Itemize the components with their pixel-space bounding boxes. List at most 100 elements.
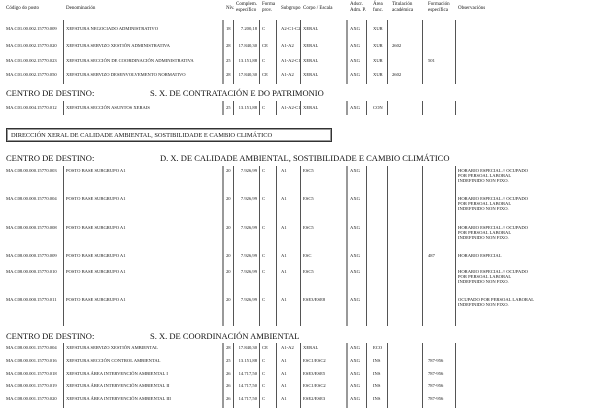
- cell-nivel: 28: [226, 72, 231, 77]
- cell-adscripcion: AXG: [350, 269, 360, 274]
- direccion-heading: DIRECCIÓN XERAL DE CALIDADE AMBIENTAL, S…: [6, 128, 332, 142]
- cell-formacion: 487: [428, 253, 435, 258]
- cell-area: XUR: [373, 72, 383, 77]
- column-header-adscripcion: Adscr. Adm. P.: [350, 2, 366, 13]
- cell-complemento: 7.926,99: [240, 168, 257, 173]
- cell-code: MA.C01.00.004.15770.012: [6, 105, 57, 110]
- cell-adscripcion: AXG: [350, 358, 360, 363]
- column-header-complemento: Complem. específico: [236, 2, 257, 13]
- cell-complemento: 7.926,99: [240, 269, 257, 274]
- cell-corpo: XERAL: [303, 43, 319, 48]
- cell-denominacion: XEFATURA ÁREA INTERVENCIÓN AMBIENTAL III: [66, 396, 171, 401]
- cell-code: MA.C01.00.002.15770.009: [6, 26, 57, 31]
- cell-observacions: HORARIO ESPECIAL: [458, 253, 502, 258]
- cell-code: MA.C08.00.001.15770.020: [6, 396, 57, 401]
- column-header-code: Código do posto: [6, 6, 40, 11]
- cell-nivel: 26: [226, 371, 231, 376]
- cell-forma: CE: [262, 72, 268, 77]
- cell-subgrupo: A1: [281, 358, 287, 363]
- cell-forma: C: [262, 269, 266, 274]
- cell-corpo: ESC5: [303, 196, 314, 201]
- cell-denominacion: XEFATURA SECCIÓN CONTROL AMBIENTAL: [66, 358, 161, 363]
- column-divider: [300, 343, 301, 408]
- cell-area: CON: [373, 105, 383, 110]
- cell-adscripcion: AXG: [350, 225, 360, 230]
- cell-observacions: OCUPADO POR PERSOAL LABORAL INDEFINIDO N…: [458, 297, 534, 308]
- cell-subgrupo: A1: [281, 253, 287, 258]
- cell-forma: C: [262, 253, 266, 258]
- column-header-titulacion: Titulación académica: [392, 2, 414, 13]
- cell-complemento: 7.926,99: [240, 297, 257, 302]
- cell-adscripcion: AXG: [350, 396, 360, 401]
- cell-forma: C: [262, 396, 266, 401]
- column-divider: [422, 166, 423, 326]
- column-divider: [276, 20, 277, 84]
- cell-complemento: 7.200,18: [240, 26, 257, 31]
- column-divider: [233, 343, 234, 408]
- cell-nivel: 25: [226, 58, 231, 63]
- cell-forma: C: [262, 105, 266, 110]
- centro-name: S. X. DE CONTRATACIÓN E DO PATRIMONIO: [150, 88, 324, 98]
- cell-adscripcion: AXG: [350, 297, 360, 302]
- cell-formacion: 501: [428, 58, 435, 63]
- cell-code: MA.C08.00.000.15770.010: [6, 269, 57, 274]
- column-header-forma: Forma prov.: [262, 2, 276, 13]
- cell-nivel: 20: [226, 168, 231, 173]
- cell-denominacion: XEFATURA SERVIZO DESENVOLVEMENTO NORMATI…: [66, 72, 186, 77]
- cell-nivel: 25: [226, 105, 231, 110]
- cell-nivel: 25: [226, 358, 231, 363]
- cell-nivel: 28: [226, 345, 231, 350]
- column-divider: [63, 166, 64, 326]
- column-divider: [387, 20, 388, 84]
- cell-code: MA.C08.00.001.15770.016: [6, 358, 57, 363]
- cell-complemento: 7.926,99: [240, 253, 257, 258]
- cell-complemento: 14.717,50: [238, 396, 257, 401]
- column-divider: [387, 343, 388, 408]
- cell-denominacion: XEFATURA SERVIZO XESTIÓN ADMINISTRATIVA: [66, 43, 170, 48]
- column-divider: [422, 20, 423, 84]
- cell-area: INS: [373, 358, 381, 363]
- cell-observacions: HORARIO ESPECIAL // OCUPADO POR PERSOAL …: [458, 168, 528, 184]
- cell-code: MA.C08.00.000.15770.011: [6, 297, 57, 302]
- cell-titulacion: 2602: [392, 43, 402, 48]
- cell-observacions: HORARIO ESPECIAL // OCUPADO POR PERSOAL …: [458, 196, 528, 212]
- column-divider: [300, 101, 301, 115]
- column-divider: [455, 20, 456, 84]
- cell-nivel: 26: [226, 396, 231, 401]
- cell-area: XUR: [373, 43, 383, 48]
- column-header-denominacion: Denominación: [66, 6, 96, 11]
- cell-forma: CE: [262, 43, 268, 48]
- cell-adscripcion: AXG: [350, 383, 360, 388]
- cell-complemento: 13.151,88: [238, 105, 257, 110]
- column-divider: [222, 166, 224, 326]
- cell-area: INS: [373, 371, 381, 376]
- cell-subgrupo: A1: [281, 168, 287, 173]
- cell-subgrupo: A2-C1-C2: [281, 26, 301, 31]
- cell-corpo: ESC: [303, 253, 312, 258]
- cell-denominacion: XEFATURA SECCIÓN DE COORDINACIÓN ADMINIS…: [66, 58, 194, 63]
- column-header-nivel: Nív.: [226, 6, 235, 11]
- cell-corpo: XERAL: [303, 105, 319, 110]
- cell-forma: C: [262, 225, 266, 230]
- cell-corpo: XERAL: [303, 26, 319, 31]
- cell-adscripcion: AXG: [350, 168, 360, 173]
- column-divider: [387, 166, 388, 326]
- cell-area: ECO: [373, 345, 383, 350]
- cell-nivel: 26: [226, 383, 231, 388]
- column-divider: [422, 343, 423, 408]
- cell-adscripcion: AXG: [350, 253, 360, 258]
- cell-corpo: ESC5: [303, 225, 314, 230]
- cell-complemento: 17.840,30: [238, 345, 257, 350]
- centro-name: S. X. DE COORDINACIÓN AMBIENTAL: [150, 331, 300, 341]
- column-divider: [233, 101, 234, 115]
- cell-code: MA.C08.00.000.15770.009: [6, 253, 57, 258]
- cell-nivel: 20: [226, 253, 231, 258]
- column-divider: [346, 101, 348, 115]
- cell-forma: C: [262, 26, 266, 31]
- cell-area: XUR: [373, 26, 383, 31]
- column-divider: [346, 20, 348, 84]
- column-divider: [233, 20, 234, 84]
- cell-forma: C: [262, 371, 266, 376]
- cell-observacions: HORARIO ESPECIAL // OCUPADO POR PERSOAL …: [458, 225, 528, 241]
- cell-observacions: HORARIO ESPECIAL // OCUPADO POR PERSOAL …: [458, 269, 528, 285]
